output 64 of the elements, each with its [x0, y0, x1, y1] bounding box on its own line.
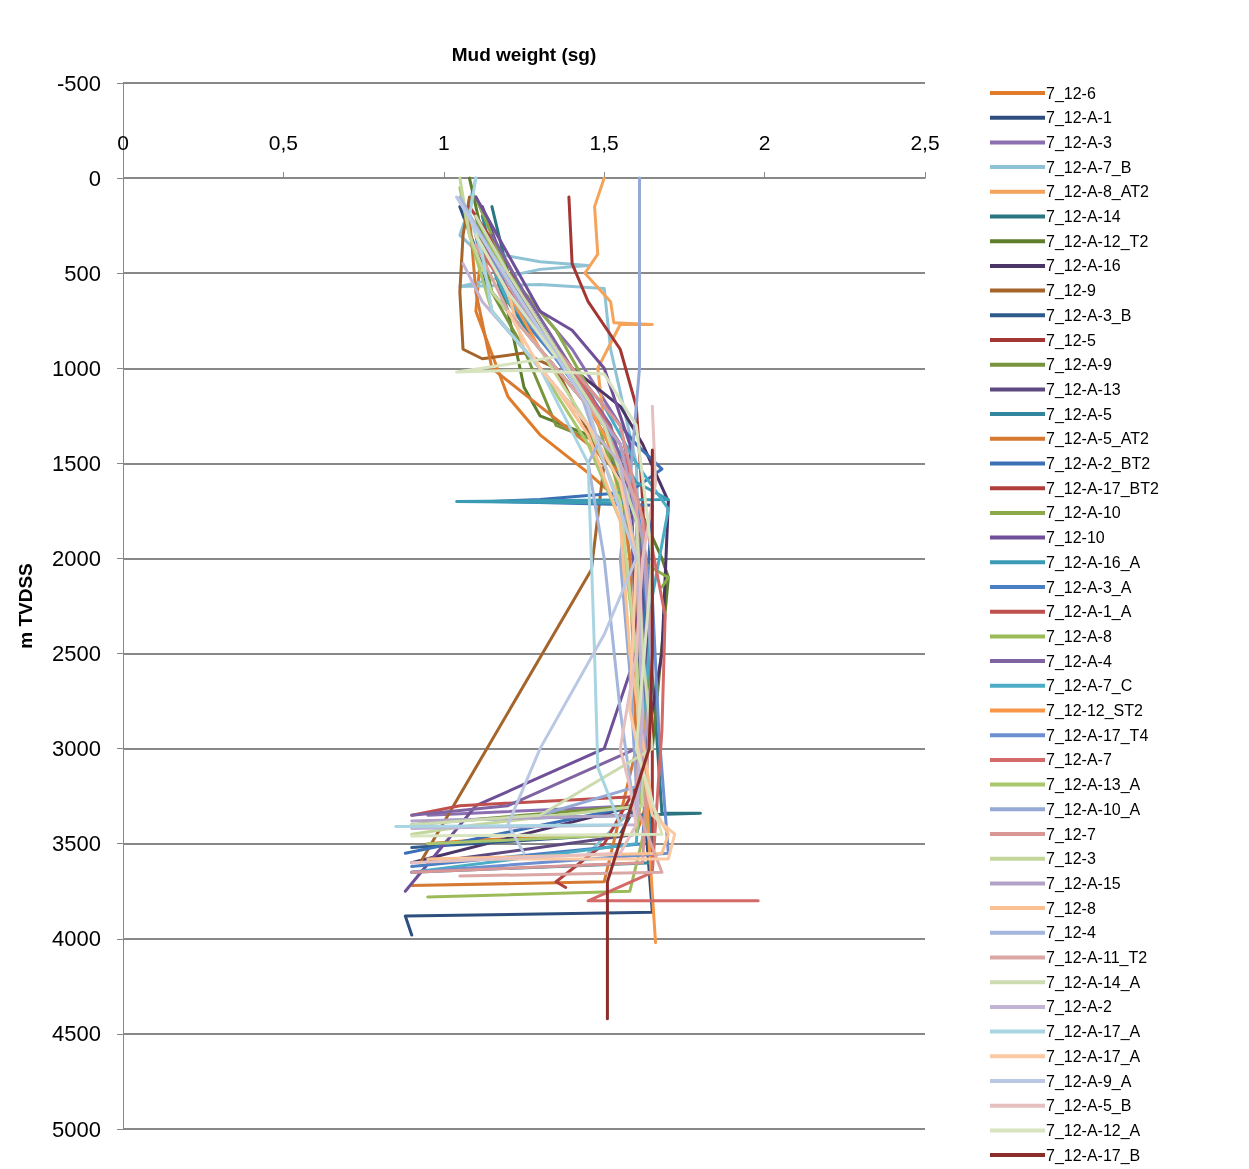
y-tick-label: -500 — [56, 70, 101, 96]
legend-label: 7_12-A-14_A — [1046, 973, 1141, 992]
legend-label: 7_12-A-9 — [1046, 356, 1112, 375]
legend-label: 7_12-A-5_B — [1046, 1097, 1132, 1116]
legend-label: 7_12-A-8 — [1046, 627, 1112, 646]
y-tick-label: 1000 — [52, 355, 101, 381]
legend-label: 7_12-A-11_T2 — [1046, 949, 1148, 967]
legend-label: 7_12-3 — [1046, 850, 1096, 869]
legend-label: 7_12-A-13_A — [1046, 776, 1141, 795]
y-tick-label: 2500 — [52, 641, 101, 667]
legend-label: 7_12-A-14 — [1046, 208, 1121, 226]
legend-label: 7_12-9 — [1046, 282, 1096, 301]
legend-label: 7_12-A-5 — [1046, 405, 1112, 424]
y-tick-label: 3500 — [52, 831, 101, 857]
x-tick-label: 2 — [758, 131, 771, 154]
legend-label: 7_12-A-4 — [1046, 652, 1112, 671]
legend-label: 7_12-12_ST2 — [1046, 702, 1144, 720]
y-tick-label: 2000 — [52, 545, 101, 571]
legend-label: 7_12-A-12_T2 — [1046, 232, 1149, 251]
legend-label: 7_12-8 — [1046, 899, 1096, 918]
y-tick-label: 3000 — [52, 736, 101, 762]
legend-label: 7_12-A-17_T4 — [1046, 726, 1149, 745]
legend-label: 7_12-A-17_A — [1046, 1023, 1141, 1042]
x-axis-title: Mud weight (sg) — [451, 44, 597, 65]
x-tick-label: 0,5 — [268, 131, 298, 154]
legend-label: 7_12-A-3_B — [1046, 306, 1132, 325]
y-tick-label: 4500 — [52, 1021, 101, 1047]
legend-label: 7_12-A-3_A — [1046, 578, 1132, 597]
y-tick-label: 500 — [64, 260, 101, 286]
legend-label: 7_12-A-9_A — [1046, 1072, 1132, 1091]
x-tick-label: 1 — [437, 131, 450, 154]
legend-label: 7_12-7 — [1046, 825, 1096, 844]
y-tick-label: 5000 — [52, 1116, 101, 1142]
legend-label: 7_12-A-2 — [1046, 998, 1112, 1017]
y-tick-label: 0 — [88, 165, 101, 191]
legend-label: 7_12-A-7_C — [1046, 677, 1133, 696]
x-tick-label: 2,5 — [910, 131, 940, 154]
y-axis-title: m TVDSS — [15, 563, 36, 649]
legend-label: 7_12-A-13 — [1046, 380, 1121, 399]
legend-label: 7_12-10 — [1046, 529, 1105, 548]
legend-label: 7_12-A-17_A — [1046, 1047, 1141, 1066]
legend-label: 7_12-A-1_A — [1046, 603, 1132, 622]
legend-label: 7_12-A-16 — [1046, 257, 1121, 276]
y-tick-label: 4000 — [52, 926, 101, 952]
legend-label: 7_12-A-7_B — [1046, 158, 1132, 177]
legend-label: 7_12-A-7 — [1046, 751, 1112, 770]
legend-label: 7_12-A-5_AT2 — [1046, 430, 1149, 449]
legend-label: 7_12-A-17_B — [1046, 1146, 1141, 1165]
x-tick-label: 0 — [117, 131, 129, 154]
legend-label: 7_12-A-3 — [1046, 133, 1112, 152]
legend-label: 7_12-A-10_A — [1046, 800, 1141, 819]
legend-label: 7_12-A-2_BT2 — [1046, 455, 1151, 473]
y-tick-label: 1500 — [52, 450, 101, 476]
x-tick-label: 1,5 — [589, 131, 619, 154]
legend-label: 7_12-A-8_AT2 — [1046, 183, 1149, 202]
legend-label: 7_12-4 — [1046, 924, 1096, 943]
legend-label: 7_12-5 — [1046, 331, 1096, 350]
legend-label: 7_12-6 — [1046, 84, 1096, 103]
legend-label: 7_12-A-15 — [1046, 874, 1121, 893]
legend-label: 7_12-A-1 — [1046, 109, 1112, 128]
legend-label: 7_12-A-16_A — [1046, 553, 1141, 572]
legend-label: 7_12-A-10 — [1046, 504, 1121, 523]
legend-label: 7_12-A-17_BT2 — [1046, 479, 1160, 498]
legend-label: 7_12-A-12_A — [1046, 1121, 1141, 1140]
